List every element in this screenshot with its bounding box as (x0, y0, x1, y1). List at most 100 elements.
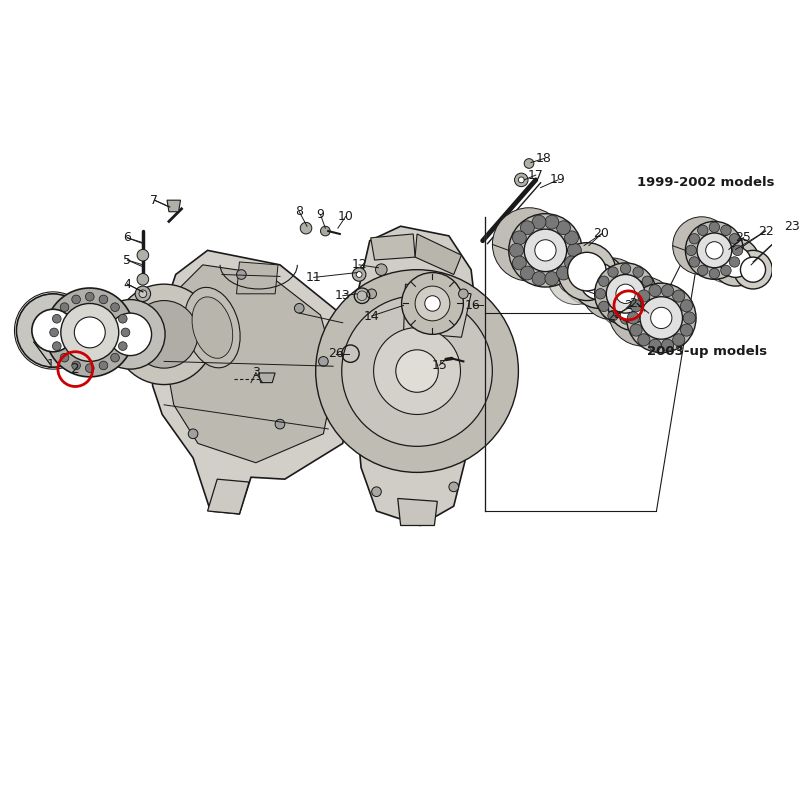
Text: 23: 23 (784, 220, 799, 233)
Polygon shape (237, 262, 278, 294)
Text: 1999-2002 models: 1999-2002 models (637, 176, 774, 190)
Circle shape (99, 295, 108, 304)
Circle shape (627, 312, 639, 324)
Text: 2: 2 (71, 362, 80, 376)
Circle shape (352, 268, 366, 282)
Circle shape (594, 263, 657, 325)
Circle shape (673, 217, 730, 274)
Circle shape (562, 251, 617, 305)
Circle shape (633, 267, 643, 278)
Polygon shape (156, 294, 172, 322)
Circle shape (650, 307, 672, 329)
Circle shape (649, 339, 661, 351)
Circle shape (396, 350, 438, 392)
Circle shape (425, 296, 440, 311)
Circle shape (686, 222, 743, 279)
Circle shape (95, 300, 165, 369)
Polygon shape (403, 284, 471, 338)
Circle shape (568, 252, 606, 291)
Circle shape (730, 234, 740, 244)
Circle shape (638, 290, 650, 302)
Circle shape (109, 313, 151, 355)
Circle shape (521, 221, 534, 234)
Circle shape (616, 288, 650, 322)
Text: 12: 12 (351, 258, 367, 271)
Circle shape (110, 354, 119, 362)
Circle shape (698, 225, 708, 235)
Circle shape (616, 284, 635, 303)
Circle shape (342, 296, 492, 446)
Circle shape (518, 234, 540, 255)
Text: 13: 13 (335, 290, 350, 302)
Circle shape (633, 301, 654, 322)
Circle shape (608, 267, 618, 278)
Circle shape (638, 334, 650, 346)
Text: 16: 16 (465, 299, 481, 312)
Circle shape (571, 254, 626, 308)
Circle shape (598, 276, 609, 286)
Circle shape (620, 314, 630, 324)
Circle shape (32, 310, 74, 352)
Circle shape (547, 246, 605, 305)
Circle shape (449, 482, 458, 492)
Text: 22: 22 (758, 225, 774, 238)
Circle shape (733, 254, 758, 279)
Circle shape (72, 361, 81, 370)
Circle shape (535, 240, 556, 261)
Circle shape (86, 364, 94, 373)
Circle shape (509, 214, 582, 287)
Circle shape (110, 303, 119, 311)
Circle shape (135, 286, 150, 302)
Polygon shape (167, 200, 181, 212)
Circle shape (318, 357, 328, 366)
Circle shape (673, 290, 685, 302)
Circle shape (702, 234, 750, 282)
Circle shape (642, 301, 653, 311)
Circle shape (730, 257, 740, 267)
Circle shape (86, 292, 94, 301)
Circle shape (316, 270, 518, 473)
Circle shape (720, 246, 751, 278)
Polygon shape (164, 265, 336, 462)
Text: 17: 17 (528, 169, 544, 182)
Circle shape (524, 158, 534, 168)
Circle shape (532, 272, 546, 286)
Circle shape (640, 297, 682, 339)
Circle shape (734, 250, 772, 289)
Circle shape (662, 285, 674, 297)
Circle shape (711, 238, 760, 286)
Circle shape (521, 266, 534, 280)
Polygon shape (207, 479, 249, 514)
Circle shape (137, 274, 149, 285)
Circle shape (557, 256, 595, 295)
Circle shape (74, 317, 106, 348)
Circle shape (118, 342, 127, 350)
Circle shape (608, 277, 678, 346)
Polygon shape (415, 234, 462, 274)
Circle shape (608, 280, 658, 330)
Circle shape (662, 339, 674, 351)
Circle shape (137, 250, 149, 261)
Circle shape (709, 222, 719, 233)
Circle shape (557, 266, 570, 280)
Circle shape (627, 285, 670, 327)
Circle shape (514, 173, 528, 186)
Circle shape (512, 256, 526, 270)
Circle shape (72, 295, 81, 304)
Circle shape (598, 301, 609, 311)
Circle shape (53, 342, 61, 350)
Circle shape (121, 328, 130, 337)
Circle shape (721, 266, 731, 276)
Circle shape (558, 242, 616, 301)
Text: 10: 10 (338, 210, 354, 223)
Circle shape (237, 270, 246, 279)
Circle shape (188, 429, 198, 438)
Circle shape (686, 245, 697, 255)
Text: 4: 4 (123, 278, 131, 290)
Circle shape (130, 301, 198, 368)
Text: 3: 3 (252, 366, 260, 379)
Circle shape (374, 327, 461, 414)
Circle shape (532, 215, 546, 229)
Ellipse shape (192, 297, 233, 358)
Circle shape (649, 285, 661, 297)
